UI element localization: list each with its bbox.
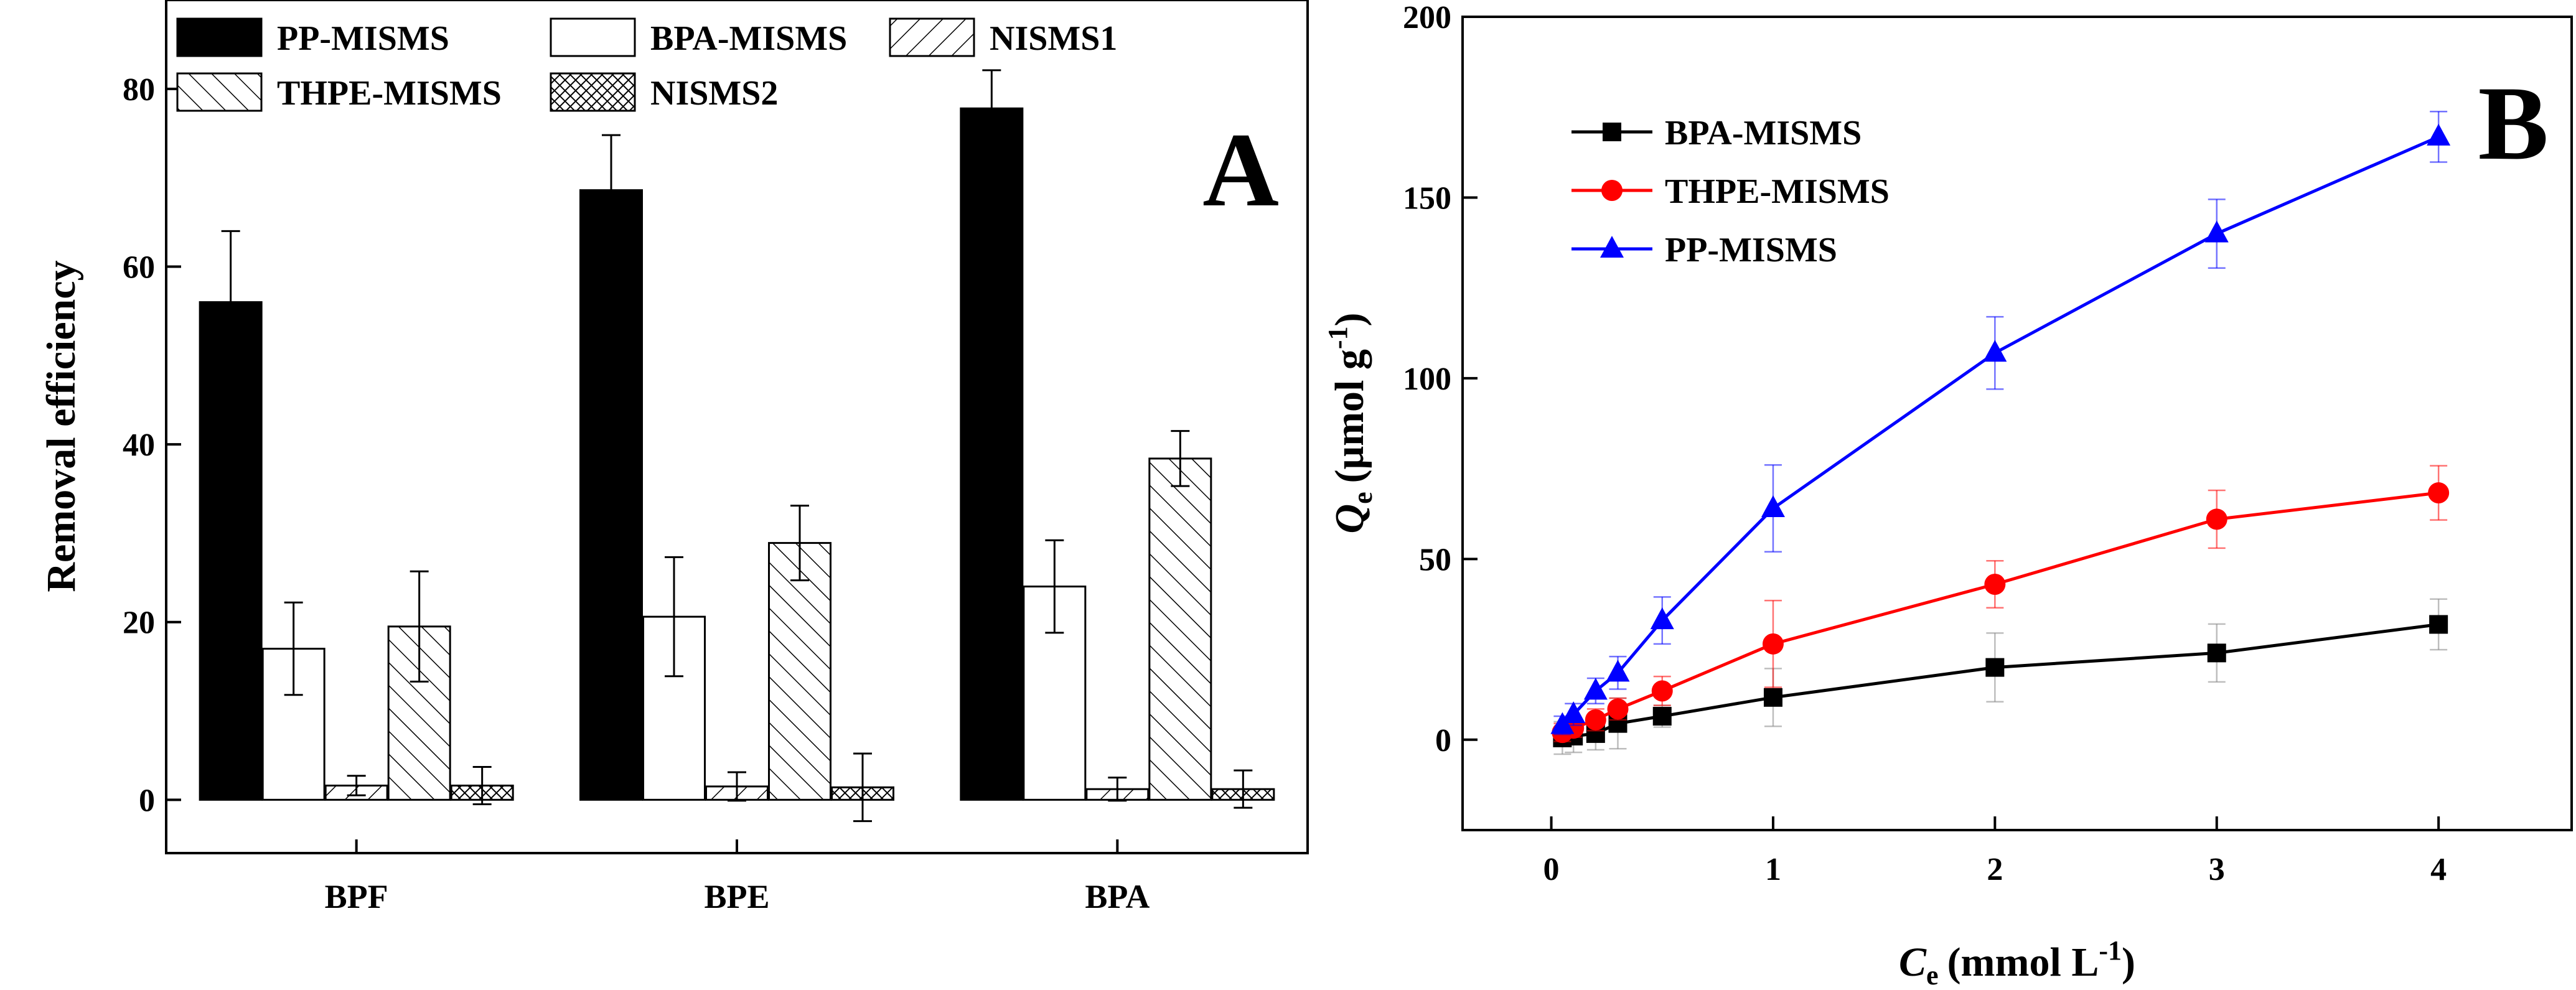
panel-b-legend-label: PP-MISMS: [1665, 231, 1837, 269]
panel-b-legend-label: BPA-MISMS: [1665, 114, 1862, 152]
panel-b-data-point: [1562, 701, 1586, 724]
panel-b-data-point: [2204, 220, 2229, 243]
panel-b-y-label-sup: -1: [1323, 326, 1353, 349]
panel-b-series-line: [1562, 491, 2439, 734]
panel-b-legend-marker: [1601, 180, 1623, 201]
panel-a-legend-swatch: [550, 17, 636, 57]
panel-a-legend-swatch: [550, 72, 636, 112]
panel-a-legend-swatch: [176, 17, 263, 57]
panel-b-data-point: [1984, 573, 2006, 595]
panel-b-x-tick-label: 3: [2209, 852, 2225, 887]
panel-a-y-tick-label: 0: [139, 783, 155, 818]
panel-a-bars: [199, 69, 1275, 823]
panel-a-y-tick-label: 80: [123, 72, 155, 108]
panel-b-data-point: [1606, 660, 1630, 682]
panel-a-bar: [1148, 457, 1212, 801]
panel-b-x-label-unit: (mmol L: [1947, 940, 2099, 985]
panel-b-series-group: [1553, 598, 2448, 755]
panel-b-data-point: [2207, 643, 2226, 663]
panel-a-y-tick-label: 20: [123, 605, 155, 641]
panel-b-y-axis-label: Qe (μmol g-1): [1323, 312, 1378, 533]
panel-b-data-point: [2428, 482, 2450, 504]
panel-b-legend: BPA-MISMS THPE-MISMS PP-MISMS: [1571, 114, 1890, 269]
panel-b-data-point: [1763, 688, 1782, 707]
panel-b-y-label-sub: e: [1347, 492, 1378, 504]
panel-b-y-tick-label: 0: [1435, 723, 1451, 759]
panel-b-x-tick-label: 1: [1765, 852, 1781, 887]
panel-a-y-tick-label: 60: [123, 250, 155, 285]
panel-b-legend-label: THPE-MISMS: [1665, 172, 1890, 211]
panel-a-bar: [768, 542, 831, 801]
panel-b-data-point: [1651, 680, 1673, 702]
panel-a-x-tick-label: BPF: [325, 878, 388, 915]
panel-b-y-tick-label: 150: [1403, 180, 1451, 216]
panel-a-legend: PP-MISMS BPA-MISMS NISMS1 THPE-MISMS NISMS2: [176, 17, 1117, 113]
panel-b-legend-marker: [1603, 123, 1621, 141]
panel-b-data-point: [1652, 707, 1672, 726]
panel-a-y-tick-label: 40: [123, 427, 155, 463]
panel-a-label: A: [1202, 111, 1279, 228]
panel-b-series: [1550, 110, 2451, 755]
panel-b-series-group: [1550, 110, 2451, 735]
panel-b-line-chart: 0 50 100 150 200 0 1 2 3 4 BPA-MISMS THPE-MISMS PP…: [1323, 0, 2573, 990]
panel-a-legend-swatch: [176, 72, 263, 112]
panel-b-x-ticks: 0 1 2 3 4: [1543, 816, 2447, 887]
panel-a-plot-frame: [165, 0, 1309, 854]
panel-b-x-label-sup: -1: [2099, 935, 2122, 966]
panel-a-legend-label: BPA-MISMS: [650, 19, 847, 58]
panel-a-legend-label: NISMS1: [990, 19, 1117, 58]
panel-a-legend-swatch: [889, 17, 975, 57]
panel-b-y-tick-label: 200: [1403, 0, 1451, 35]
panel-b-legend-marker: [1600, 236, 1624, 258]
panel-a-y-ticks: 0 20 40 60 80: [123, 72, 181, 818]
panel-b-x-tick-label: 2: [1987, 852, 2003, 887]
panel-b-x-tick-label: 0: [1543, 852, 1560, 887]
panel-b-y-tick-label: 50: [1419, 542, 1451, 577]
panel-a-bar-chart: 0 20 40 60 80 BPF BPE BPA PP-MISMS BPA-MISMS NIS…: [39, 0, 1309, 915]
panel-b-data-point: [1607, 698, 1629, 720]
panel-b-series-line: [1562, 622, 2439, 740]
panel-b-data-point: [1650, 607, 1674, 630]
panel-b-data-point: [2429, 615, 2448, 634]
panel-a-bar: [199, 301, 263, 801]
panel-b-x-axis-label: Ce (mmol L-1): [1899, 935, 2135, 990]
panel-b-x-tick-label: 4: [2430, 852, 2447, 887]
panel-b-data-point: [1762, 633, 1784, 655]
panel-a-x-ticks: BPF BPE BPA: [325, 839, 1150, 915]
panel-b-data-point: [1985, 658, 2005, 677]
panel-a-x-tick-label: BPA: [1085, 878, 1150, 915]
panel-b-data-point: [1761, 495, 1785, 518]
panel-a-x-tick-label: BPE: [704, 878, 769, 915]
panel-b-label: B: [2478, 65, 2549, 182]
panel-a-bar: [579, 189, 643, 801]
panel-b-y-label-unit: (μmol g: [1327, 349, 1372, 483]
panel-b-y-ticks: 0 50 100 150 200: [1403, 0, 1478, 759]
panel-b-data-point: [1585, 709, 1606, 731]
panel-b-y-tick-label: 100: [1403, 362, 1451, 397]
panel-a-y-axis-label: Removal efficiency: [39, 260, 84, 592]
panel-a-legend-label: NISMS2: [650, 74, 778, 113]
panel-b-x-label-sub: e: [1926, 960, 1939, 990]
panel-b-x-label-main: C: [1899, 940, 1927, 985]
panel-b-plot-frame: [1461, 16, 2573, 831]
panel-b-data-point: [2427, 123, 2451, 146]
panel-b-data-point: [2206, 508, 2227, 530]
panel-b-y-label-main: Q: [1327, 504, 1372, 534]
panel-b-x-label-close: ): [2122, 940, 2135, 985]
panel-b-y-label-close: ): [1327, 312, 1372, 326]
panel-b-data-point: [1983, 340, 2007, 362]
panel-a-bar: [960, 107, 1024, 801]
panel-b-data-point: [1583, 678, 1608, 700]
panel-a-legend-label: THPE-MISMS: [277, 74, 502, 113]
panel-a-legend-label: PP-MISMS: [277, 19, 449, 58]
panel-b-series-line: [1561, 135, 2440, 727]
